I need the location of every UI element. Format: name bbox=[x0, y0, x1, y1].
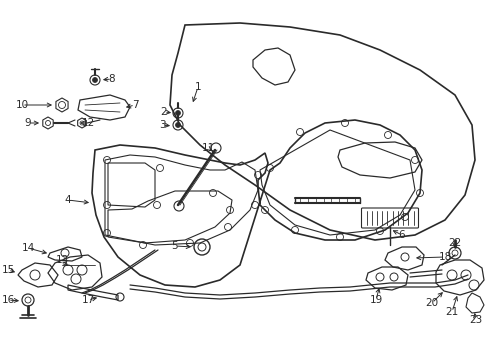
Text: 18: 18 bbox=[437, 252, 451, 262]
Text: 9: 9 bbox=[24, 118, 31, 128]
Text: 17: 17 bbox=[81, 295, 95, 305]
Text: 1: 1 bbox=[194, 82, 201, 92]
Text: 2: 2 bbox=[161, 107, 167, 117]
Text: 23: 23 bbox=[468, 315, 482, 325]
Text: 21: 21 bbox=[445, 307, 458, 317]
Circle shape bbox=[92, 77, 97, 82]
Text: 19: 19 bbox=[368, 295, 382, 305]
Circle shape bbox=[175, 122, 180, 127]
Text: 15: 15 bbox=[1, 265, 15, 275]
Text: 10: 10 bbox=[16, 100, 28, 110]
Text: 8: 8 bbox=[108, 74, 115, 84]
Text: 6: 6 bbox=[398, 230, 405, 240]
Text: 13: 13 bbox=[55, 255, 68, 265]
Text: 14: 14 bbox=[21, 243, 35, 253]
Text: 16: 16 bbox=[1, 295, 15, 305]
Text: 3: 3 bbox=[159, 120, 165, 130]
Text: 20: 20 bbox=[425, 298, 438, 308]
Text: 12: 12 bbox=[81, 118, 95, 128]
Circle shape bbox=[175, 111, 180, 116]
Text: 11: 11 bbox=[201, 143, 214, 153]
Text: 5: 5 bbox=[171, 241, 178, 251]
Text: 7: 7 bbox=[131, 100, 138, 110]
Text: 4: 4 bbox=[64, 195, 71, 205]
Text: 22: 22 bbox=[447, 238, 461, 248]
